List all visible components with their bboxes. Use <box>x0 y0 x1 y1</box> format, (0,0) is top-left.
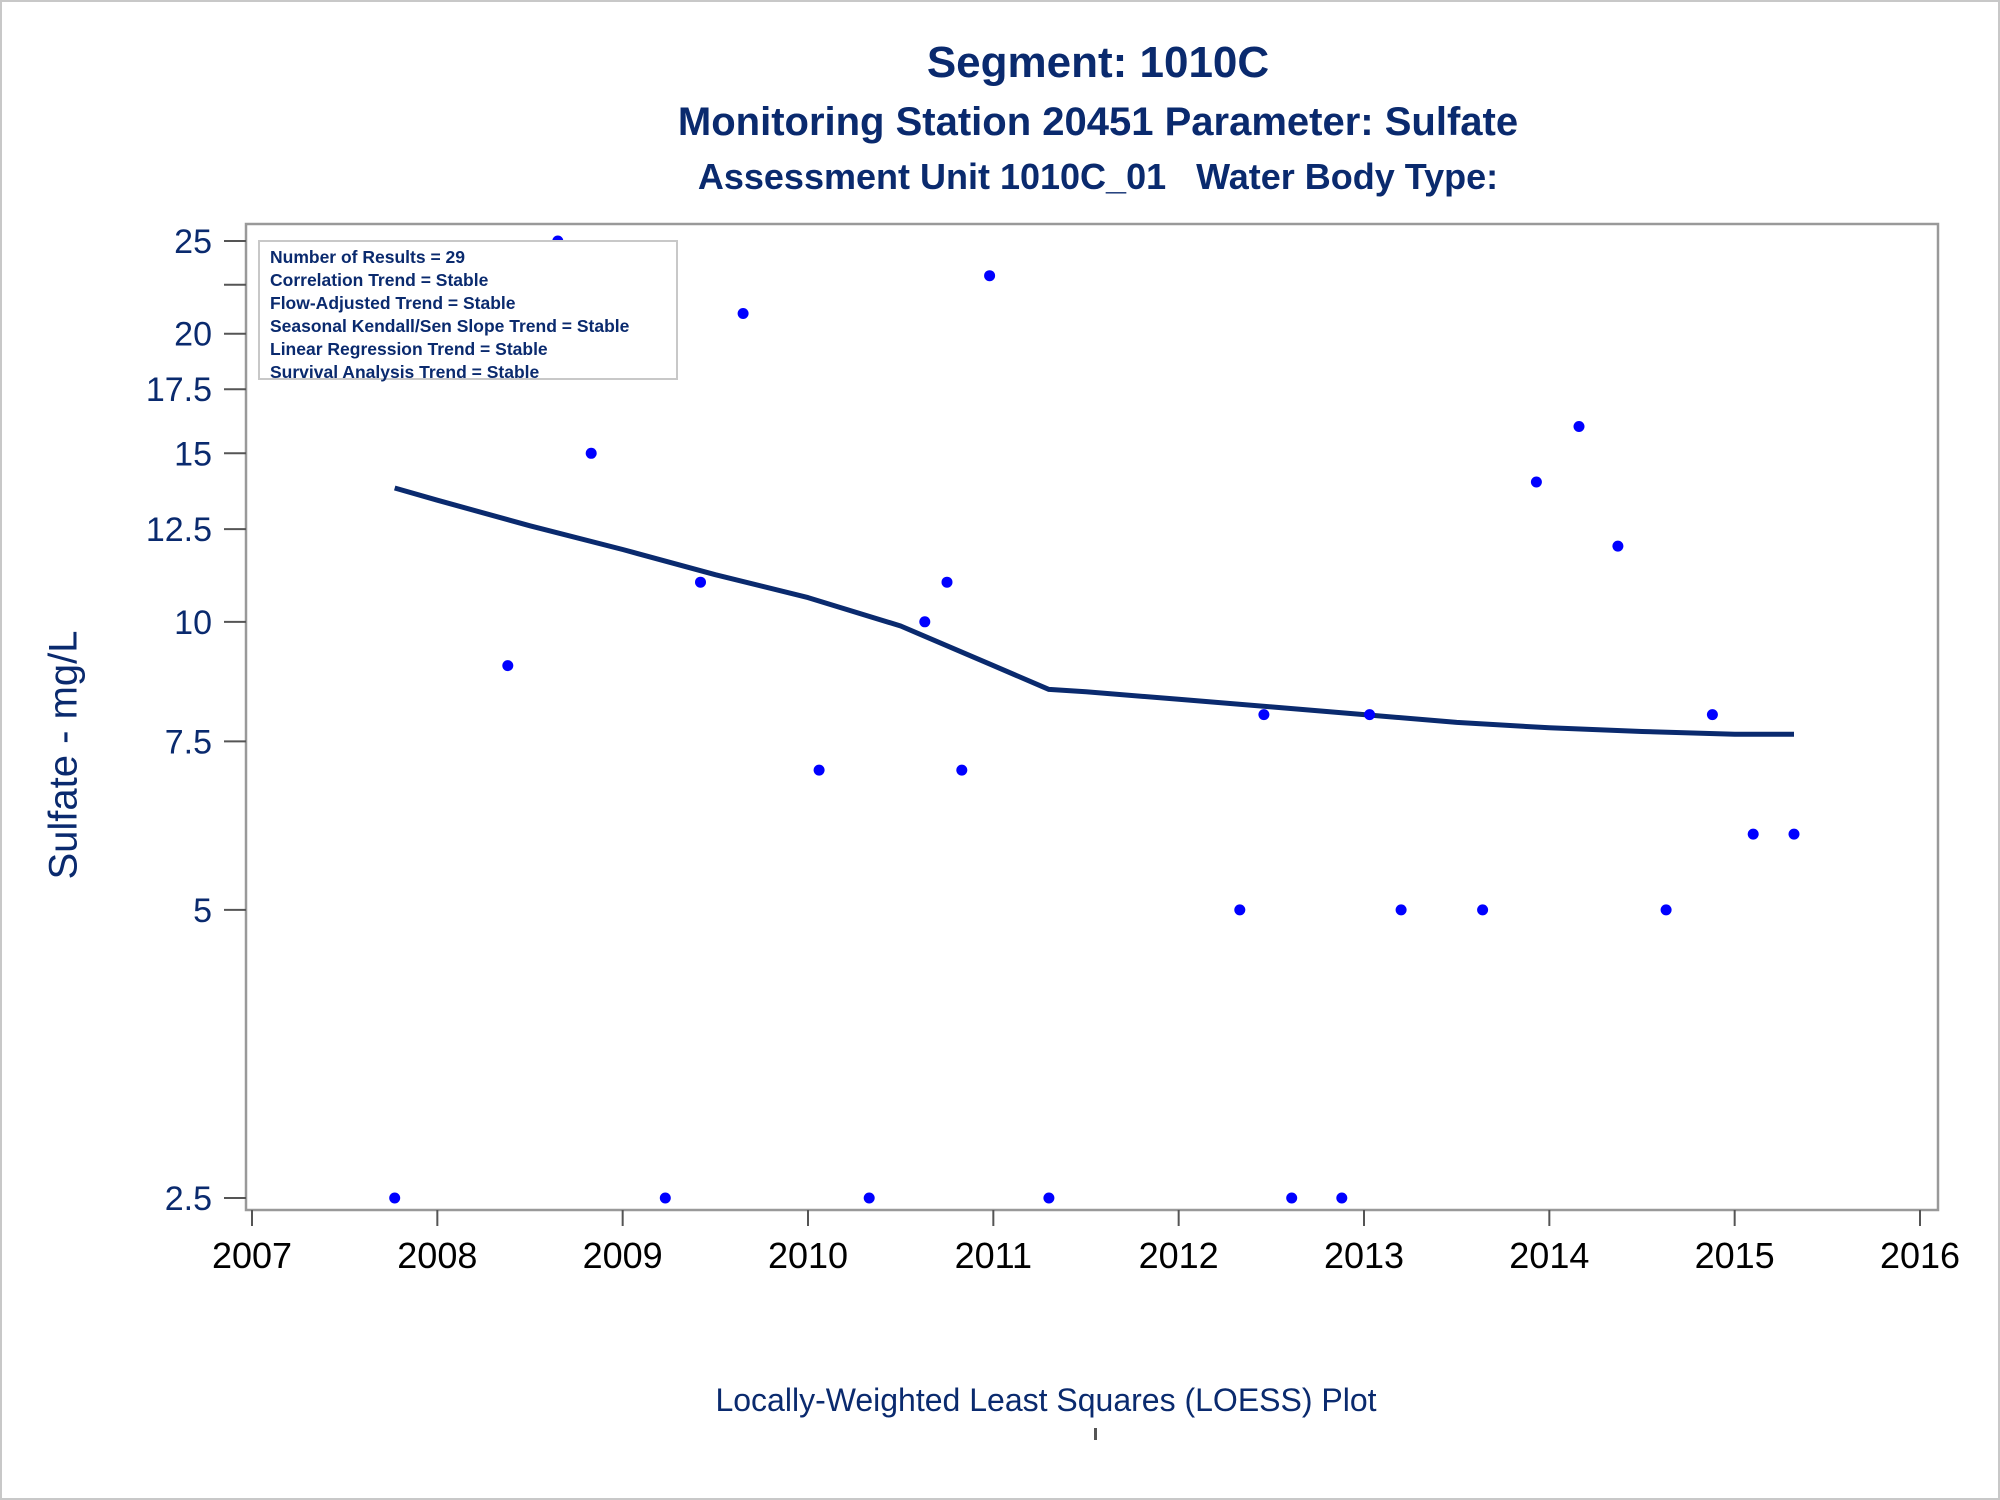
plot-area <box>244 222 1940 1212</box>
data-point <box>1477 904 1489 916</box>
data-point <box>389 1192 401 1204</box>
data-point <box>1530 476 1542 488</box>
x-tick-label: 2015 <box>1695 1235 1775 1276</box>
x-tick-label: 2008 <box>397 1235 477 1276</box>
y-tick-label: 7.5 <box>165 723 212 761</box>
y-tick-label: 25 <box>174 223 212 261</box>
loess-line <box>394 485 1794 737</box>
x-tick-label: 2012 <box>1139 1235 1219 1276</box>
data-point <box>1788 828 1800 840</box>
data-point <box>1043 1192 1055 1204</box>
series-layer <box>389 235 1800 1204</box>
y-tick-label: 15 <box>174 435 212 473</box>
data-point <box>863 1192 875 1204</box>
data-point <box>585 447 597 459</box>
data-point <box>1612 540 1624 552</box>
x-tick-label: 2010 <box>768 1235 848 1276</box>
x-tick-label: 2013 <box>1324 1235 1404 1276</box>
data-point <box>1258 709 1270 721</box>
x-tick-label: 2011 <box>955 1235 1032 1276</box>
x-tick-label: 2014 <box>1509 1235 1589 1276</box>
data-point <box>941 576 953 588</box>
trend-summary-line: Flow-Adjusted Trend = Stable <box>270 293 516 313</box>
y-tick-label: 2.5 <box>165 1180 212 1218</box>
data-point <box>984 270 996 282</box>
chart-subtitle-station: Monitoring Station 20451 Parameter: Sulf… <box>677 100 1519 144</box>
trend-summary-box: Number of Results = 29 Correlation Trend … <box>258 240 678 382</box>
data-point <box>659 1192 671 1204</box>
y-axis: 2.5 5 7.5 10 12.5 15 17.5 20 25 <box>146 223 246 1218</box>
chart-title: Segment: 1010C <box>926 38 1270 87</box>
data-point <box>956 764 968 776</box>
data-point <box>1286 1192 1298 1204</box>
y-tick-label: 17.5 <box>146 371 212 409</box>
trend-summary-line: Survival Analysis Trend = Stable <box>270 362 540 382</box>
x-tick-label: 2007 <box>212 1235 292 1276</box>
footnote-mark <box>1094 1428 1097 1440</box>
data-point <box>737 308 749 319</box>
y-tick-label: 20 <box>174 316 212 354</box>
x-axis: 2007 2008 2009 2010 2011 2012 2013 2014 2015 2016 <box>212 1210 1960 1276</box>
data-point <box>1573 421 1585 432</box>
chart-subtitle-assessment-unit: Assessment Unit 1010C_01 Water Body Type… <box>697 156 1499 197</box>
data-point <box>1364 709 1376 721</box>
y-tick-label: 5 <box>193 892 212 930</box>
data-point <box>1660 904 1672 916</box>
trend-summary-line: Correlation Trend = Stable <box>270 270 489 290</box>
data-point <box>695 576 706 588</box>
x-axis-title: Locally-Weighted Least Squares (LOESS) P… <box>715 1382 1377 1418</box>
data-point <box>1747 828 1759 840</box>
data-point <box>502 660 514 672</box>
data-point <box>919 616 931 628</box>
trend-summary-line: Linear Regression Trend = Stable <box>270 339 548 359</box>
x-tick-label: 2016 <box>1880 1235 1960 1276</box>
data-point <box>1336 1192 1348 1204</box>
trend-summary-line: Number of Results = 29 <box>270 247 465 267</box>
trend-summary-line: Seasonal Kendall/Sen Slope Trend = Stabl… <box>270 316 630 336</box>
y-tick-label: 12.5 <box>146 511 212 549</box>
x-tick-label: 2009 <box>583 1235 663 1276</box>
data-point <box>1234 904 1246 916</box>
data-point <box>813 764 825 776</box>
y-tick-label: 10 <box>174 604 212 642</box>
data-point <box>1395 904 1407 916</box>
data-point <box>1706 709 1718 721</box>
